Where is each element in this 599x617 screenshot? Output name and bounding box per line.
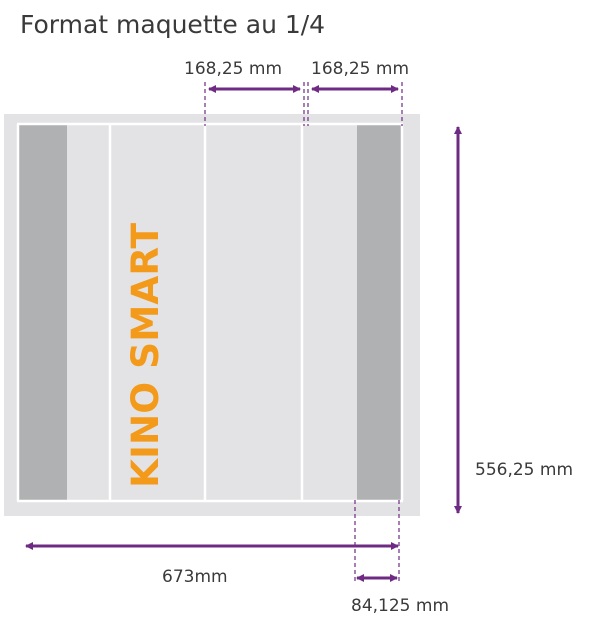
side-width-label: 84,125 mm xyxy=(351,596,450,616)
panel-width-label-1: 168,25 mm xyxy=(184,59,283,79)
brand-text: KINO SMART xyxy=(124,222,167,488)
page-title: Format maquette au 1/4 xyxy=(20,10,326,39)
left-side-band xyxy=(19,125,67,500)
panel-area xyxy=(17,124,403,501)
dimension-arrows xyxy=(25,85,462,582)
panel-dividers xyxy=(16,122,404,503)
height-label: 556,25 mm xyxy=(475,460,574,480)
panel-width-label-2: 168,25 mm xyxy=(311,59,410,79)
total-width-label: 673mm xyxy=(162,567,228,587)
right-side-band xyxy=(357,125,401,500)
extension-lines xyxy=(204,82,403,584)
